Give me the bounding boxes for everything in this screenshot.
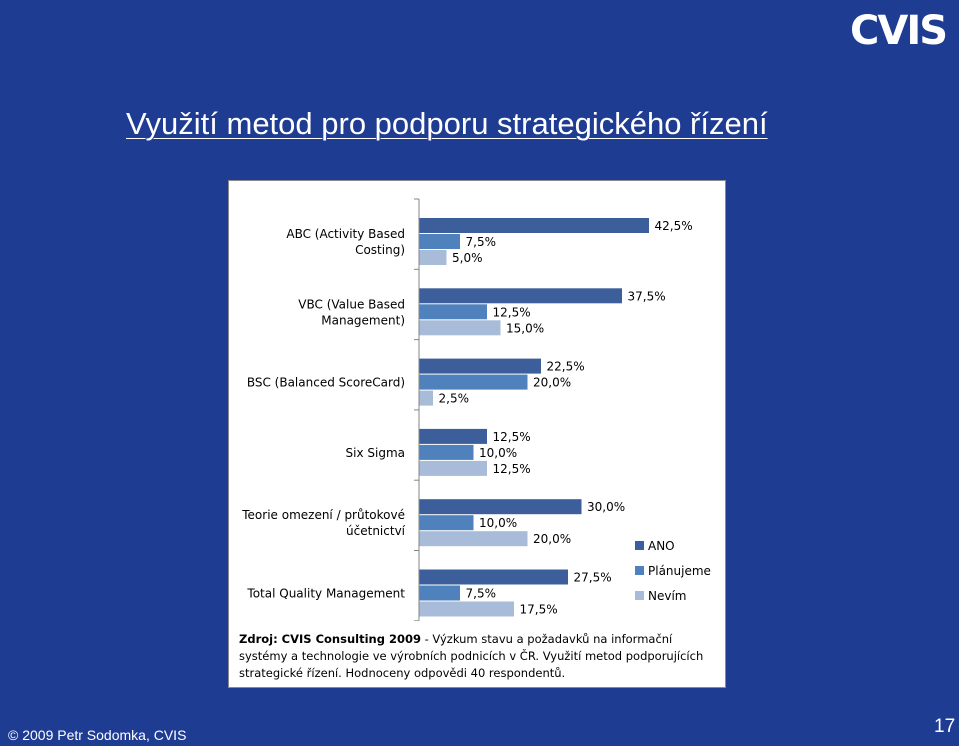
bar <box>419 601 514 617</box>
category-label: ABC (Activity Based Costing) <box>286 227 405 257</box>
data-label: 10,0% <box>479 516 517 530</box>
bar <box>419 569 568 585</box>
data-label: 37,5% <box>628 289 666 303</box>
legend-label: Nevím <box>648 589 686 603</box>
bar <box>419 358 541 374</box>
category-label: VBC (Value Based Management) <box>298 297 405 327</box>
data-label: 12,5% <box>493 462 531 476</box>
bar <box>419 444 474 460</box>
category-label: Total Quality Management <box>246 587 405 601</box>
data-label: 42,5% <box>655 219 693 233</box>
source-note: Zdroj: CVIS Consulting 2009 - Výzkum sta… <box>239 631 719 682</box>
bar-chart: ABC (Activity Based Costing) 42,5% 7,5% 5,0%… <box>241 198 711 621</box>
source-label: Zdroj: CVIS Consulting 2009 <box>239 632 421 646</box>
bar <box>419 515 474 531</box>
category-label: Six Sigma <box>346 446 405 460</box>
category-label: BSC (Balanced ScoreCard) <box>247 376 405 390</box>
bar <box>419 320 501 336</box>
data-label: 20,0% <box>533 532 571 546</box>
legend-swatch <box>635 591 644 600</box>
bar <box>419 531 528 547</box>
bar <box>419 460 487 476</box>
cvis-logo: CVIS <box>850 8 948 54</box>
bar <box>419 304 487 320</box>
data-label: 12,5% <box>493 305 531 319</box>
source-text: - Výzkum stavu a požadavků na informační… <box>239 632 704 680</box>
bar <box>419 585 460 601</box>
bar <box>419 218 649 233</box>
data-label: 22,5% <box>547 360 585 374</box>
legend-swatch <box>635 566 644 575</box>
data-label: 30,0% <box>587 500 625 514</box>
data-label: 7,5% <box>466 587 497 601</box>
page-number: 17 <box>934 716 956 737</box>
data-label: 10,0% <box>479 446 517 460</box>
bar <box>419 250 447 265</box>
data-label: 12,5% <box>493 430 531 444</box>
bar <box>419 428 487 444</box>
bar <box>419 288 622 304</box>
category-label: Teorie omezení / průtokové účetnictví <box>241 508 405 538</box>
data-label: 27,5% <box>574 571 612 585</box>
data-label: 17,5% <box>520 603 558 617</box>
data-label: 7,5% <box>466 235 497 249</box>
bar <box>419 374 528 390</box>
bar <box>419 390 433 406</box>
legend-swatch <box>635 541 644 550</box>
data-label: 15,0% <box>506 321 544 335</box>
legend-label: Plánujeme <box>648 564 711 578</box>
slide-title: Využití metod pro podporu strategického … <box>126 106 768 141</box>
data-label: 20,0% <box>533 376 571 390</box>
data-label: 2,5% <box>439 392 470 406</box>
chart-panel: ABC (Activity Based Costing) 42,5% 7,5% 5,0%… <box>228 180 726 688</box>
data-label: 5,0% <box>452 251 483 265</box>
bar <box>419 499 582 515</box>
legend-label: ANO <box>648 539 675 553</box>
footer-copyright: © 2009 Petr Sodomka, CVIS <box>8 727 187 743</box>
bar <box>419 234 460 249</box>
